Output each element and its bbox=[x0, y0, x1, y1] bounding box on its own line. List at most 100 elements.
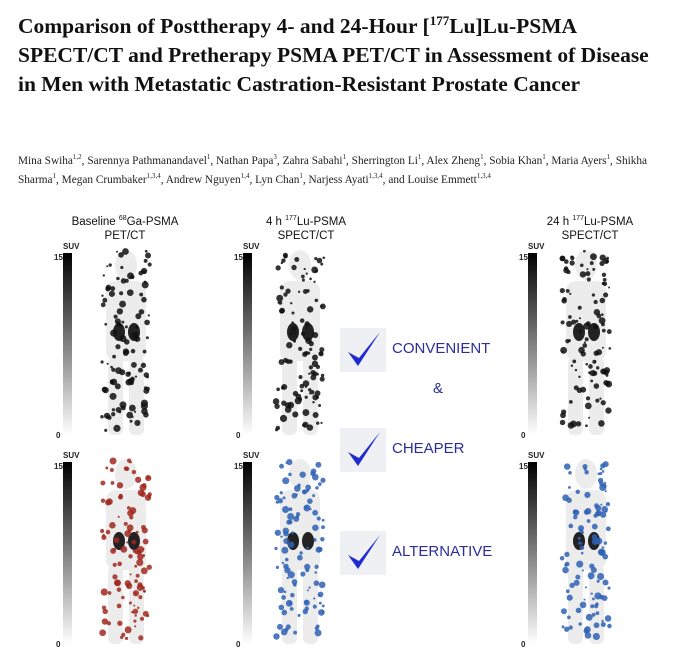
lesion bbox=[575, 607, 582, 614]
lesion bbox=[305, 546, 310, 550]
lesion bbox=[290, 592, 295, 598]
lesion bbox=[306, 589, 309, 592]
lesion bbox=[599, 254, 606, 261]
lesion bbox=[139, 616, 145, 621]
lesion bbox=[288, 541, 295, 548]
lesion bbox=[142, 554, 146, 557]
lesion bbox=[318, 601, 322, 605]
lesion bbox=[565, 339, 570, 344]
lesion bbox=[321, 604, 325, 608]
lesion bbox=[310, 369, 316, 376]
scale-unit: SUV bbox=[528, 451, 545, 460]
panel-label: 4 h bbox=[265, 215, 286, 228]
lesion bbox=[285, 288, 291, 294]
lesion bbox=[286, 576, 290, 580]
lesion bbox=[300, 571, 306, 577]
lesion bbox=[562, 296, 567, 302]
author-affiliation: 1 bbox=[480, 153, 484, 161]
lesion bbox=[589, 577, 592, 580]
lesion bbox=[566, 320, 573, 328]
lesion bbox=[134, 564, 138, 568]
lesion bbox=[126, 506, 131, 510]
lesion bbox=[312, 331, 319, 339]
lesion bbox=[561, 409, 567, 415]
author-separator: , bbox=[302, 173, 309, 186]
lesion bbox=[291, 492, 298, 499]
lesion bbox=[593, 513, 598, 518]
lesion bbox=[309, 508, 312, 511]
lesion bbox=[586, 519, 591, 523]
lesion bbox=[312, 524, 319, 531]
lesion bbox=[279, 414, 288, 423]
lesion bbox=[116, 276, 120, 281]
lesion bbox=[291, 531, 294, 535]
lesion bbox=[592, 632, 600, 641]
author-separator: , bbox=[346, 154, 352, 167]
scale-max: 15 bbox=[519, 462, 528, 471]
lesion bbox=[584, 586, 587, 589]
lesion bbox=[137, 367, 143, 373]
check-stroke bbox=[348, 332, 380, 366]
lesion bbox=[125, 582, 133, 590]
lesion bbox=[563, 259, 569, 264]
lesion bbox=[303, 599, 310, 606]
lesion bbox=[297, 290, 301, 293]
lesion bbox=[100, 588, 108, 596]
lesion bbox=[559, 555, 565, 561]
lesion bbox=[284, 567, 291, 574]
lesion bbox=[100, 480, 106, 486]
author-affiliation: 1 bbox=[542, 153, 546, 161]
lesion bbox=[599, 397, 602, 400]
lesion bbox=[315, 364, 320, 369]
lesion bbox=[593, 299, 598, 305]
lesion bbox=[579, 528, 584, 534]
lesion bbox=[299, 471, 306, 478]
lesion bbox=[568, 399, 573, 404]
lesion bbox=[113, 314, 118, 319]
lesion bbox=[133, 410, 137, 413]
lesion bbox=[281, 609, 288, 616]
lesion bbox=[287, 401, 295, 409]
author-affiliation: 3 bbox=[273, 153, 277, 161]
lesion bbox=[303, 490, 307, 494]
lesion bbox=[586, 268, 589, 271]
lesion bbox=[561, 625, 565, 629]
lesion bbox=[274, 494, 280, 501]
lesion bbox=[121, 595, 125, 600]
lesion bbox=[101, 534, 107, 541]
panel-title: 4 h 177Lu-PSMA SPECT/CT bbox=[226, 212, 386, 243]
lesion bbox=[135, 339, 138, 342]
lesion bbox=[282, 505, 290, 514]
lesion bbox=[318, 594, 321, 597]
author-name: Shikha Sharma bbox=[18, 154, 648, 186]
lesion bbox=[312, 494, 316, 498]
author-name: Sarennya Pathmanandavel bbox=[87, 154, 207, 167]
lesion bbox=[102, 274, 105, 277]
lesion bbox=[128, 404, 136, 412]
lesion bbox=[585, 271, 591, 277]
benefit-label: CHEAPER bbox=[392, 440, 465, 457]
lesion bbox=[143, 412, 149, 418]
torso bbox=[566, 490, 606, 570]
lesion bbox=[108, 263, 112, 267]
lesion bbox=[109, 392, 117, 400]
lesion bbox=[596, 579, 600, 583]
lesion bbox=[313, 597, 316, 600]
lesion bbox=[597, 477, 604, 484]
lesion bbox=[578, 317, 582, 320]
lesion bbox=[283, 530, 289, 537]
lesion bbox=[285, 599, 293, 607]
lesion bbox=[101, 294, 104, 297]
lesion bbox=[593, 622, 600, 629]
lesion bbox=[142, 548, 145, 551]
author-name: Sherrington Li bbox=[351, 154, 418, 167]
lesion bbox=[126, 585, 130, 589]
scale-min: 0 bbox=[521, 431, 526, 440]
lesion bbox=[110, 365, 113, 369]
lesion bbox=[606, 256, 610, 260]
lesion bbox=[593, 383, 600, 389]
lesion bbox=[315, 461, 322, 468]
lesion bbox=[564, 563, 568, 567]
lesion bbox=[138, 635, 144, 641]
lesion bbox=[126, 289, 134, 296]
